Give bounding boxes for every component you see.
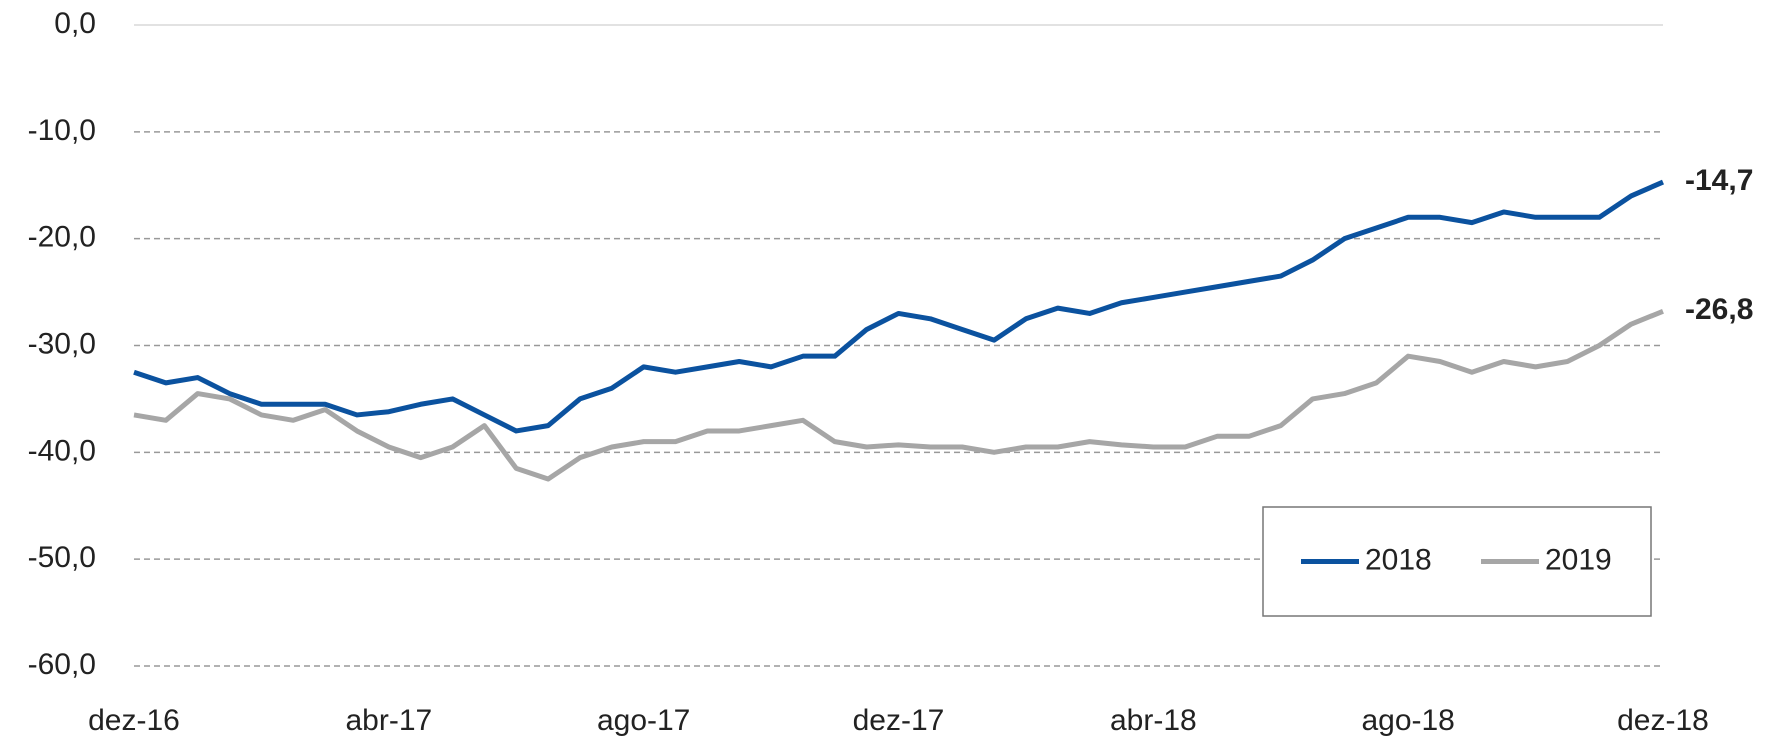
legend-box	[1262, 506, 1652, 617]
x-tick-label: ago-18	[1361, 704, 1454, 737]
x-tick-label: dez-17	[853, 704, 945, 737]
line-series	[133, 179, 1664, 434]
x-tick-label: ago-17	[597, 704, 690, 737]
data-label: -26,8	[1685, 293, 1753, 326]
data-label: -14,7	[1685, 164, 1753, 197]
legend-label: 2018	[1365, 543, 1432, 576]
x-tick-label: dez-16	[88, 704, 180, 737]
y-tick-label: -30,0	[28, 327, 96, 360]
x-tick-label: abr-17	[345, 704, 432, 737]
y-tick-label: -20,0	[28, 221, 96, 254]
legend-label: 2019	[1545, 543, 1612, 576]
y-tick-label: 0,0	[54, 7, 96, 40]
y-tick-label: -50,0	[28, 541, 96, 574]
y-tick-label: -10,0	[28, 114, 96, 147]
x-tick-label: abr-18	[1110, 704, 1197, 737]
y-tick-label: -40,0	[28, 434, 96, 467]
x-tick-label: dez-18	[1617, 704, 1709, 737]
line-series	[133, 308, 1664, 482]
y-tick-label: -60,0	[28, 648, 96, 681]
